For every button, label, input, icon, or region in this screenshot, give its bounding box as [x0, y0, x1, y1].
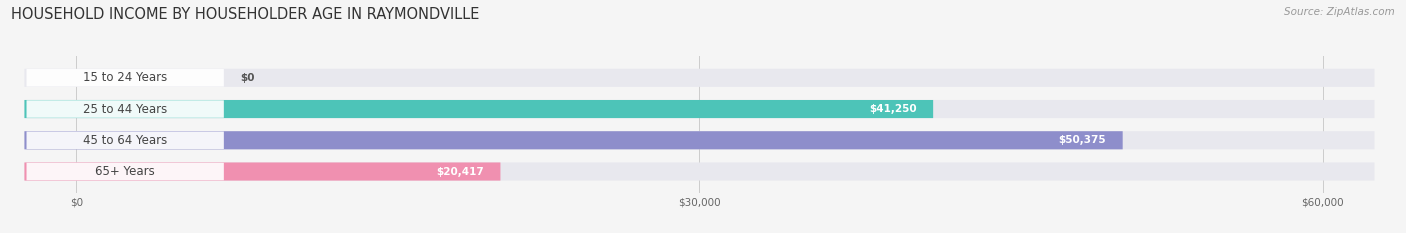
Text: 25 to 44 Years: 25 to 44 Years	[83, 103, 167, 116]
Text: 65+ Years: 65+ Years	[96, 165, 155, 178]
FancyBboxPatch shape	[27, 163, 224, 180]
FancyBboxPatch shape	[24, 162, 1375, 181]
Text: HOUSEHOLD INCOME BY HOUSEHOLDER AGE IN RAYMONDVILLE: HOUSEHOLD INCOME BY HOUSEHOLDER AGE IN R…	[11, 7, 479, 22]
Text: $0: $0	[240, 73, 254, 83]
FancyBboxPatch shape	[24, 162, 501, 181]
Text: Source: ZipAtlas.com: Source: ZipAtlas.com	[1284, 7, 1395, 17]
FancyBboxPatch shape	[27, 131, 224, 149]
Text: $41,250: $41,250	[869, 104, 917, 114]
FancyBboxPatch shape	[27, 69, 224, 86]
Text: $20,417: $20,417	[436, 167, 484, 177]
FancyBboxPatch shape	[24, 69, 1375, 87]
Text: $50,375: $50,375	[1059, 135, 1107, 145]
FancyBboxPatch shape	[24, 100, 934, 118]
FancyBboxPatch shape	[27, 100, 224, 118]
FancyBboxPatch shape	[24, 131, 1122, 149]
Text: 15 to 24 Years: 15 to 24 Years	[83, 71, 167, 84]
FancyBboxPatch shape	[24, 100, 1375, 118]
Text: 45 to 64 Years: 45 to 64 Years	[83, 134, 167, 147]
FancyBboxPatch shape	[24, 131, 1375, 149]
